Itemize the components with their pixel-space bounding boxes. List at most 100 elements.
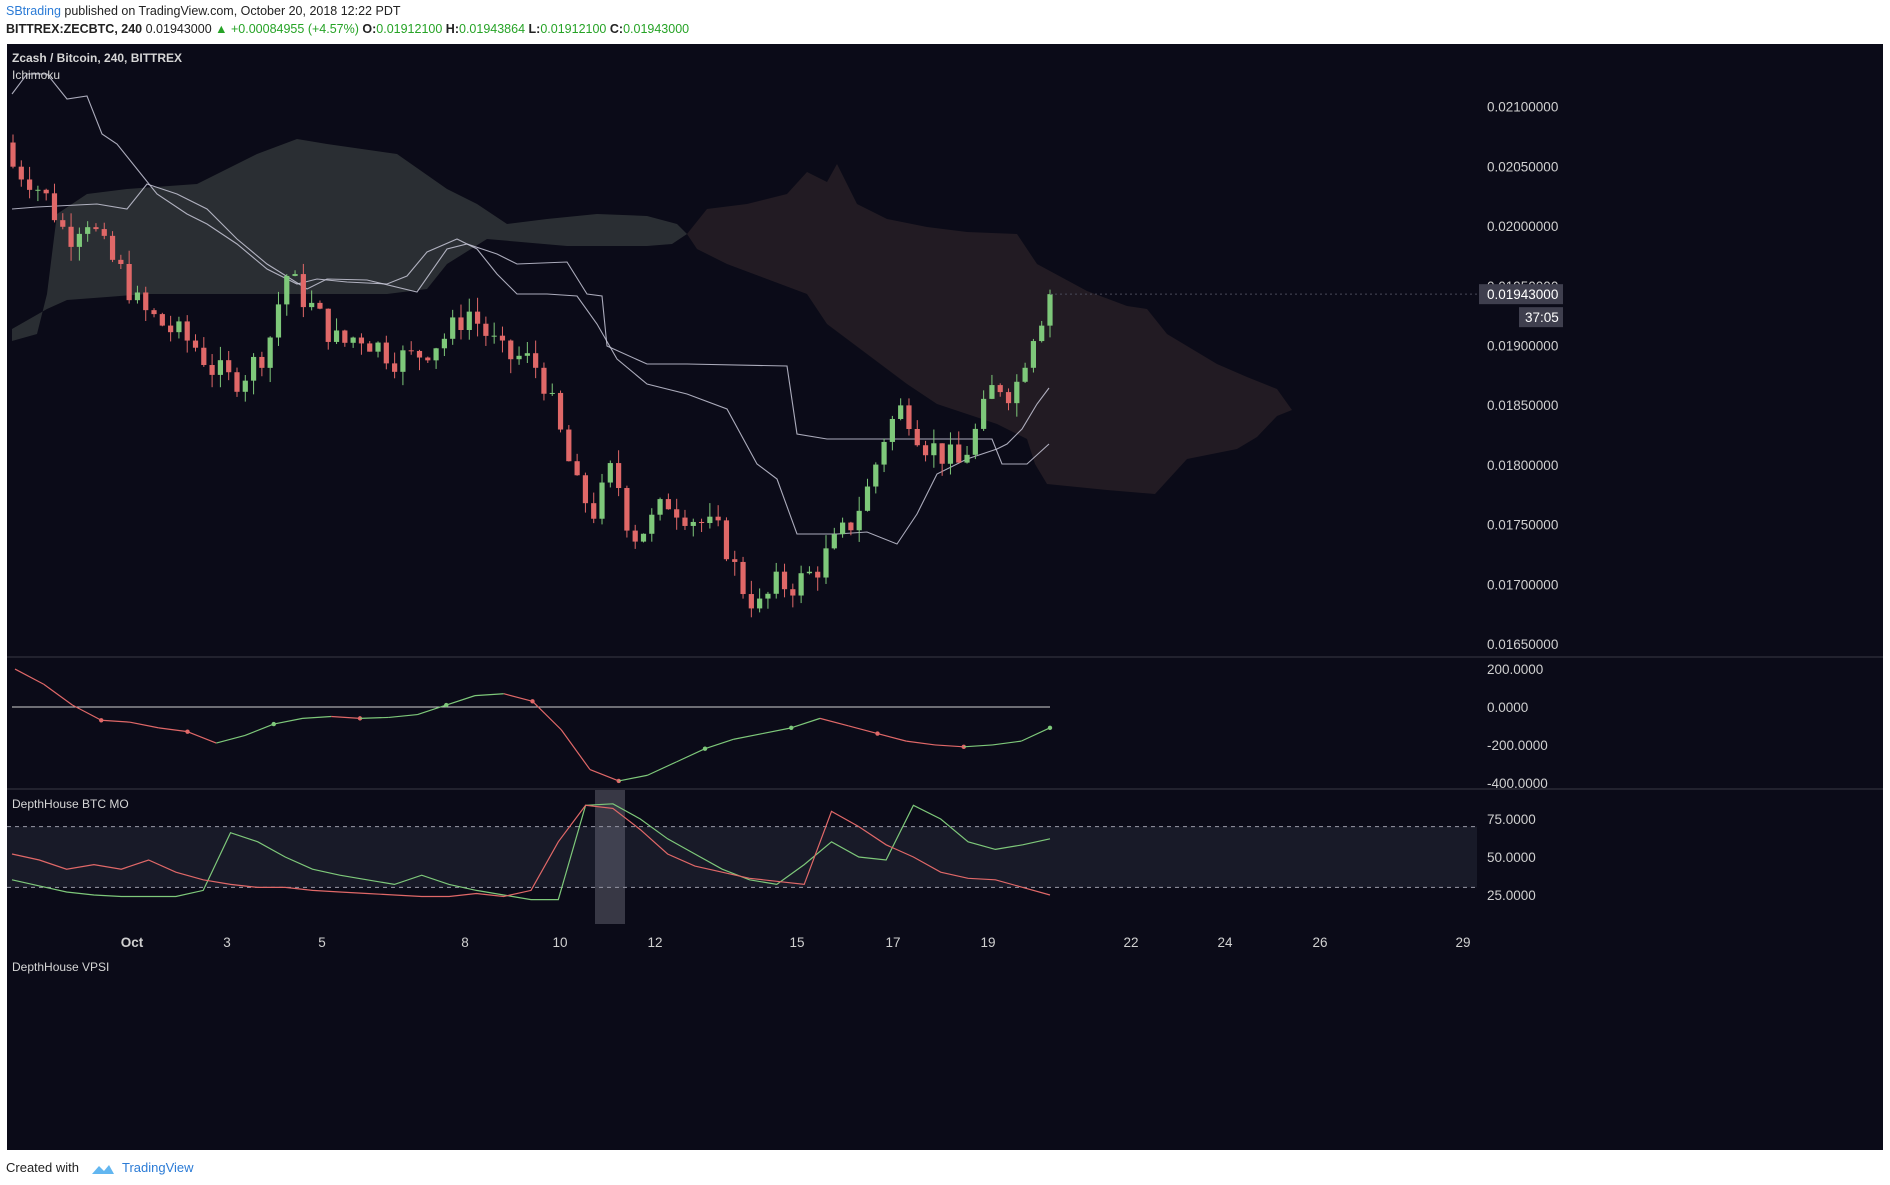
candle-body bbox=[234, 372, 240, 392]
vpsi-axis-tick: 50.0000 bbox=[1487, 850, 1536, 865]
candle-body bbox=[325, 308, 331, 342]
mo-axis-tick: 0.0000 bbox=[1487, 700, 1528, 715]
candle-body bbox=[284, 275, 290, 305]
chart-canvas[interactable]: 0.021000000.020500000.020000000.01950000… bbox=[7, 44, 1883, 1150]
mo-axis-tick: 200.0000 bbox=[1487, 662, 1543, 677]
candle-body bbox=[690, 521, 696, 526]
mo-line-segment bbox=[877, 732, 907, 742]
candle-body bbox=[549, 392, 555, 394]
mo-axis-tick: -400.0000 bbox=[1487, 776, 1548, 791]
mo-line-segment bbox=[791, 717, 821, 729]
candle-body bbox=[881, 441, 887, 465]
vpsi-axis-tick: 25.0000 bbox=[1487, 888, 1536, 903]
last-price: 0.01943000 bbox=[145, 22, 212, 36]
ichimoku-indicator-label[interactable]: Ichimoku bbox=[12, 68, 61, 82]
last-price-badge bbox=[1479, 284, 1563, 305]
kijun-sen-line bbox=[11, 183, 1050, 465]
candle-body bbox=[840, 522, 846, 535]
mo-line-segment bbox=[72, 704, 102, 721]
candle-body bbox=[375, 342, 381, 352]
candle-body bbox=[773, 571, 779, 594]
candle-body bbox=[68, 226, 74, 247]
candle-body bbox=[85, 227, 91, 234]
mo-line-segment bbox=[129, 721, 159, 729]
price-axis-tick: 0.01700000 bbox=[1487, 577, 1558, 592]
mo-line-segment bbox=[618, 774, 648, 782]
candle-body bbox=[541, 367, 547, 394]
candle-body bbox=[342, 330, 348, 343]
time-axis-tick: 3 bbox=[223, 935, 231, 950]
ohlc-bar: BITTREX:ZECBTC, 240 0.01943000 ▲ +0.0008… bbox=[6, 22, 689, 38]
candle-body bbox=[557, 392, 564, 430]
time-axis-tick: 19 bbox=[980, 935, 995, 950]
time-axis-tick: 12 bbox=[647, 935, 662, 950]
price-axis-tick: 0.01800000 bbox=[1487, 458, 1558, 473]
mo-line-segment bbox=[934, 744, 964, 748]
candle-body bbox=[433, 348, 439, 361]
mo-line-segment bbox=[216, 734, 246, 744]
candle-body bbox=[723, 520, 730, 560]
mo-line-segment bbox=[733, 732, 763, 740]
candle-body bbox=[317, 302, 323, 309]
footer: Created with TradingView bbox=[6, 1160, 194, 1176]
low-label: L: bbox=[528, 22, 541, 36]
candle-body bbox=[383, 342, 389, 364]
high-label: H: bbox=[445, 22, 459, 36]
candle-body bbox=[126, 263, 132, 301]
price-change: ▲ +0.00084955 (+4.57%) bbox=[215, 22, 359, 36]
mo-pane-title[interactable]: DepthHouse BTC MO bbox=[12, 797, 129, 811]
time-axis-tick: 10 bbox=[552, 935, 567, 950]
open-value: 0.01912100 bbox=[376, 22, 443, 36]
vpsi-pane-title[interactable]: DepthHouse VPSI bbox=[12, 960, 110, 974]
mo-signal-dot bbox=[1047, 725, 1053, 731]
candle-body bbox=[574, 461, 580, 476]
candle-body bbox=[292, 274, 298, 276]
candle-body bbox=[964, 454, 970, 463]
candle-body bbox=[1014, 381, 1020, 404]
candle-body bbox=[425, 357, 431, 361]
candle-body bbox=[333, 330, 340, 342]
candle-body bbox=[392, 363, 398, 372]
candle-body bbox=[790, 589, 796, 596]
countdown-badge bbox=[1519, 307, 1563, 328]
candle-body bbox=[450, 317, 456, 339]
candle-body bbox=[765, 593, 771, 599]
candle-body bbox=[18, 166, 24, 180]
candle-body bbox=[732, 559, 738, 562]
candle-body bbox=[582, 475, 589, 504]
candle-body bbox=[267, 337, 273, 368]
ichimoku-cloud-bullish bbox=[12, 139, 687, 341]
candle-body bbox=[1030, 341, 1037, 368]
candle-body bbox=[60, 220, 66, 227]
time-axis-tick: 5 bbox=[318, 935, 326, 950]
ichimoku-cloud-bearish bbox=[687, 164, 1292, 494]
candle-body bbox=[972, 428, 978, 455]
candle-body bbox=[922, 445, 929, 456]
candle-body bbox=[1005, 392, 1012, 404]
candle-body bbox=[806, 571, 813, 574]
vpsi-highlight-zone bbox=[595, 790, 625, 924]
candle-body bbox=[566, 429, 572, 462]
candle-body bbox=[657, 499, 663, 515]
candle-body bbox=[350, 337, 356, 343]
candle-body bbox=[1039, 325, 1045, 342]
candle-body bbox=[184, 321, 190, 341]
candle-body bbox=[1022, 367, 1028, 382]
candle-body bbox=[151, 310, 157, 315]
candle-body bbox=[101, 229, 107, 236]
candle-body bbox=[682, 517, 688, 526]
candle-body bbox=[781, 571, 788, 590]
candle-body bbox=[873, 464, 879, 487]
candle-body bbox=[524, 353, 530, 356]
symbol-label: BITTREX:ZECBTC, 240 bbox=[6, 22, 143, 36]
author-link[interactable]: SBtrading bbox=[6, 4, 61, 18]
low-value: 0.01912100 bbox=[540, 22, 607, 36]
candle-body bbox=[981, 398, 987, 429]
chart-area[interactable]: 0.021000000.020500000.020000000.01950000… bbox=[7, 44, 1883, 1150]
tradingview-brand-link[interactable]: TradingView bbox=[122, 1160, 194, 1175]
candle-body bbox=[358, 337, 365, 344]
candle-body bbox=[864, 486, 871, 511]
candle-body bbox=[143, 292, 149, 311]
candle-body bbox=[367, 343, 373, 352]
candle-body bbox=[192, 340, 199, 348]
